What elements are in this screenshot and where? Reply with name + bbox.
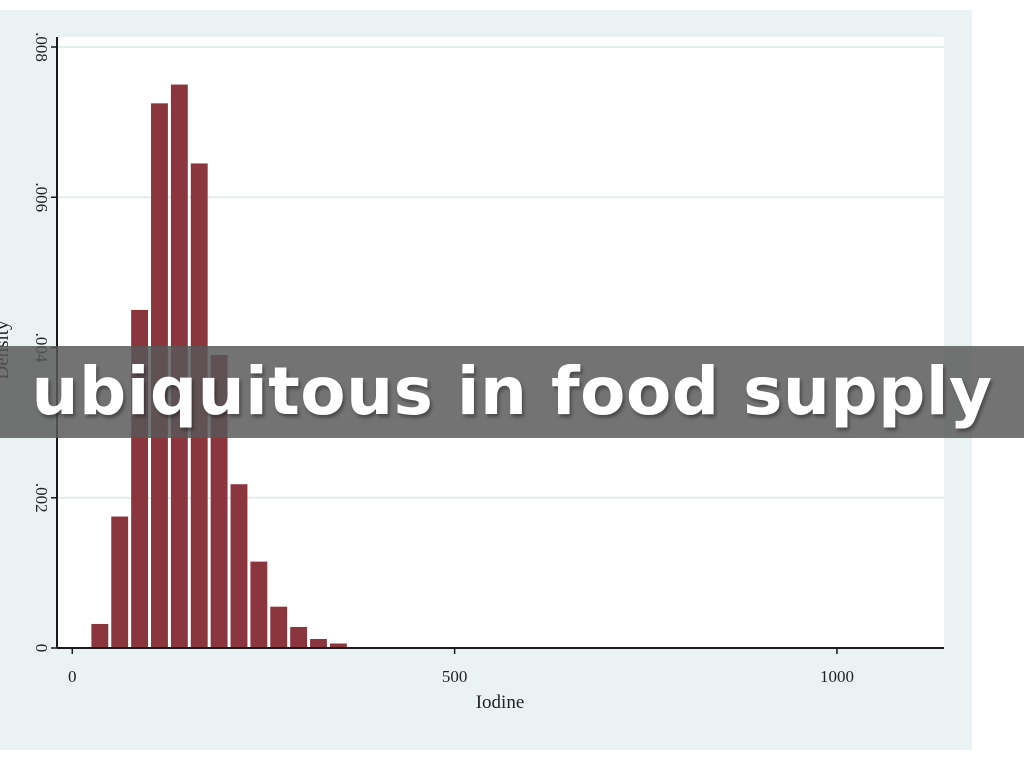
histogram-bar-8 [250,561,268,648]
axes [51,37,944,654]
caption-text: ubiquitous in food supply [31,353,993,430]
histogram-bar-11 [310,638,327,648]
x-tick-label-2: 1000 [820,667,854,686]
y-tick-label-0: 0 [32,644,51,653]
x-axis-title: Iodine [476,692,525,713]
y-tick-label-1: .002 [32,483,51,513]
y-tick-label-4: .008 [32,32,51,62]
histogram-bar-9 [270,606,288,648]
caption-band [0,346,1024,438]
histogram-bar-1 [111,516,129,648]
histogram-bar-0 [91,623,109,648]
plot-area [57,37,944,648]
y-tick-label-3: .006 [32,182,51,212]
histogram-bar-7 [230,484,248,648]
x-tick-label-0: 0 [68,667,77,686]
histogram-bar-10 [290,626,308,648]
x-tick-label-1: 500 [442,667,468,686]
histogram-bar-12 [329,643,347,648]
